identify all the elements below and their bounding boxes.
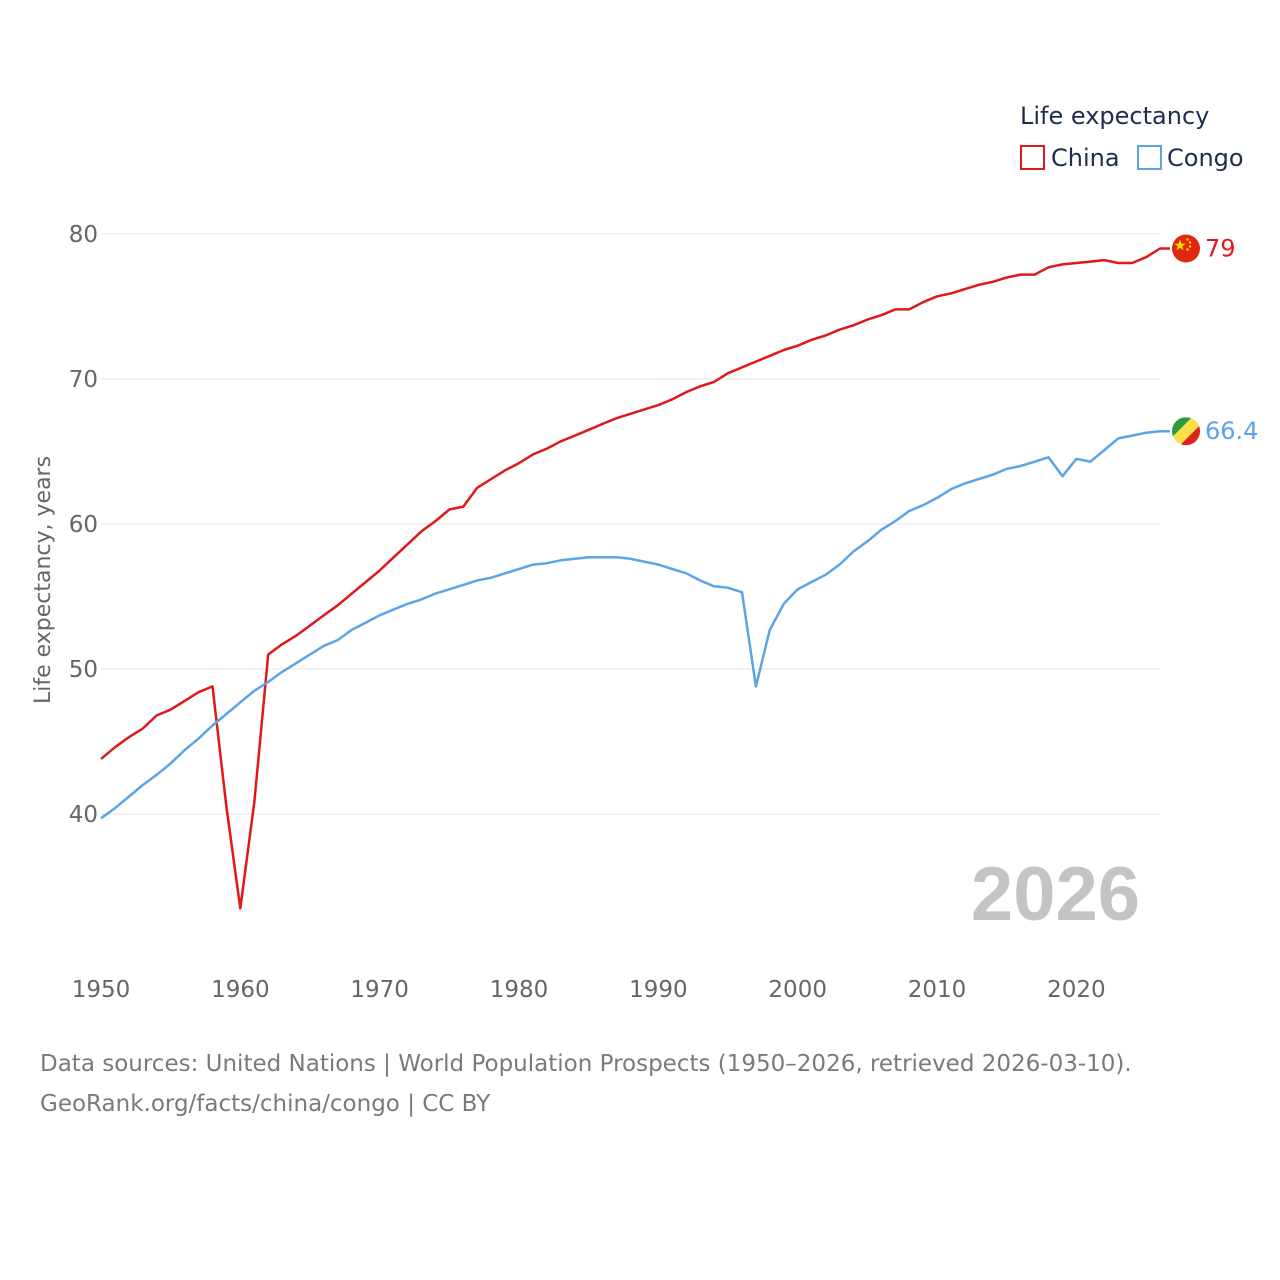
legend-title: Life expectancy xyxy=(1020,102,1209,130)
x-tick-label: 2000 xyxy=(768,977,827,1003)
x-tick-label: 1950 xyxy=(72,977,131,1003)
series-lines xyxy=(100,247,1170,910)
x-axis-ticks: 1950 1960 1970 1980 1990 2000 2010 2020 xyxy=(72,977,1106,1003)
legend-label-congo[interactable]: Congo xyxy=(1167,144,1244,172)
chart-footer: Data sources: United Nations | World Pop… xyxy=(40,1044,1240,1124)
x-tick-label: 1960 xyxy=(211,977,270,1003)
y-tick-label: 60 xyxy=(69,512,98,538)
source-line: Data sources: United Nations | World Pop… xyxy=(40,1051,1132,1077)
legend-swatch-congo[interactable] xyxy=(1137,145,1162,170)
legend-swatch-china[interactable] xyxy=(1020,145,1045,170)
y-tick-label: 70 xyxy=(69,367,98,393)
series-line-congo[interactable] xyxy=(100,429,1170,820)
china-flag-icon xyxy=(1172,234,1200,263)
series-line-china[interactable] xyxy=(100,247,1170,910)
china-end-value: 79 xyxy=(1205,235,1236,263)
current-year-watermark: 2026 xyxy=(971,852,1140,937)
legend-label-china[interactable]: China xyxy=(1051,144,1120,172)
x-tick-label: 1970 xyxy=(350,977,409,1003)
x-tick-label: 1980 xyxy=(490,977,549,1003)
legend: Life expectancy China Congo xyxy=(1020,102,1244,172)
gridlines xyxy=(101,233,1160,815)
congo-flag-icon xyxy=(1172,417,1200,446)
y-tick-label: 80 xyxy=(69,222,98,248)
site-line[interactable]: GeoRank.org/facts/china/congo | CC BY xyxy=(40,1091,491,1117)
y-axis-label: Life expectancy, years xyxy=(31,456,56,704)
x-tick-label: 2020 xyxy=(1047,977,1106,1003)
x-tick-label: 2010 xyxy=(908,977,967,1003)
y-tick-label: 40 xyxy=(69,802,98,828)
congo-end-value: 66.4 xyxy=(1205,417,1258,445)
y-tick-label: 50 xyxy=(69,657,98,683)
y-axis-ticks: 40 50 60 70 80 xyxy=(69,222,98,828)
x-tick-label: 1990 xyxy=(629,977,688,1003)
